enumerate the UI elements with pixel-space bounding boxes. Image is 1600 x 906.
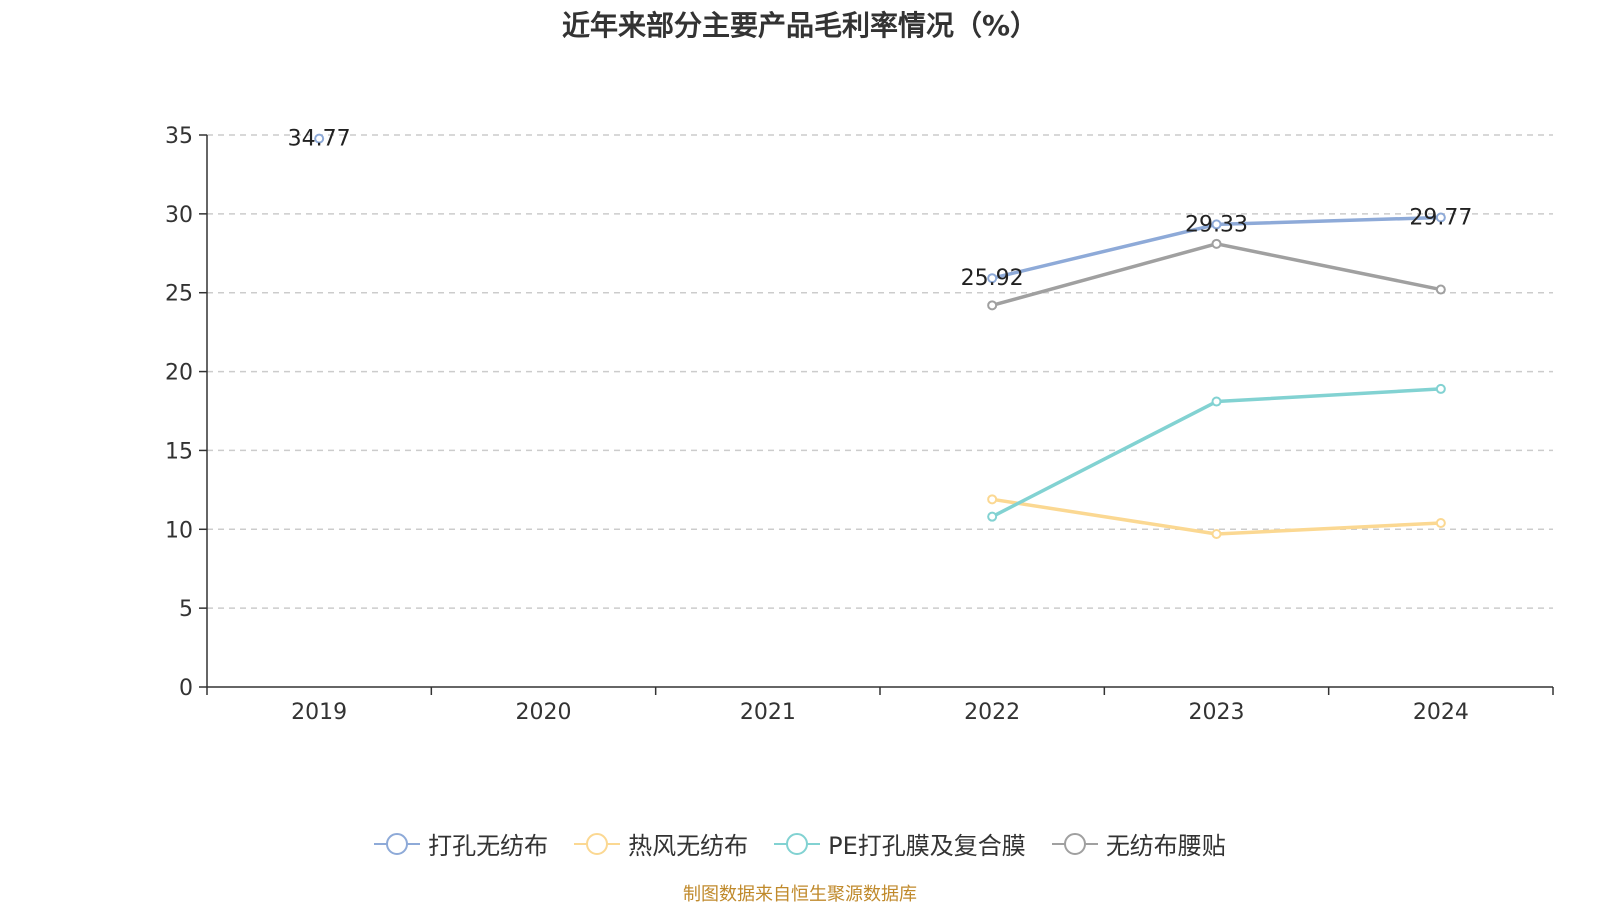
source-note: 制图数据来自恒生聚源数据库: [683, 884, 917, 905]
x-tick-label: 2021: [740, 700, 796, 725]
y-tick-label: 15: [165, 439, 193, 464]
data-label: 29.77: [1409, 205, 1472, 230]
legend: 打孔无纺布 热风无纺布 PE打孔膜及复合膜 无纺布腰贴: [0, 826, 1600, 861]
data-point: [1211, 396, 1222, 407]
legend-marker-icon: [574, 832, 621, 855]
y-tick-label: 0: [179, 676, 193, 701]
x-tick-label: 2020: [516, 700, 572, 725]
data-label: 34.77: [288, 127, 351, 152]
series-line-segment: [1214, 215, 1443, 227]
y-tick-label: 20: [165, 361, 193, 386]
series-lines: [314, 133, 1446, 540]
series-line-segment: [990, 222, 1219, 280]
legend-item[interactable]: 无纺布腰贴: [1051, 826, 1226, 861]
series-line-segment: [1214, 242, 1443, 292]
chart-title: 近年来部分主要产品毛利率情况（%）: [561, 9, 1039, 42]
data-point: [987, 494, 998, 505]
data-point: [1211, 529, 1222, 540]
data-point: [1435, 517, 1446, 528]
legend-label: 无纺布腰贴: [1105, 832, 1226, 860]
legend-item[interactable]: 打孔无纺布: [374, 826, 548, 861]
series-2: [987, 383, 1446, 522]
data-point: [1435, 284, 1446, 295]
series-0: [314, 133, 1446, 284]
series-line-segment: [990, 399, 1219, 519]
series-1: [987, 494, 1446, 540]
data-label: 29.33: [1185, 212, 1248, 237]
x-tick-label: 2019: [291, 700, 347, 725]
legend-marker-icon: [374, 832, 421, 855]
legend-item[interactable]: PE打孔膜及复合膜: [774, 826, 1026, 861]
legend-label: 打孔无纺布: [428, 832, 549, 860]
data-point: [987, 511, 998, 522]
series-line-segment: [990, 242, 1219, 308]
series-line-segment: [990, 497, 1219, 536]
legend-marker-icon: [774, 832, 821, 855]
line-chart: 0 5 10 15 20 25 30 35 2019 2020 2021 2022 2023 2024 3…: [165, 124, 1554, 725]
y-tick-label: 35: [165, 124, 193, 149]
series-3: [987, 238, 1446, 311]
legend-label: PE打孔膜及复合膜: [828, 832, 1026, 860]
axes: 0 5 10 15 20 25 30 35 2019 2020 2021 2022 2023 2024: [165, 124, 1554, 725]
data-point: [1435, 212, 1446, 223]
legend-marker-icon: [1051, 832, 1098, 855]
data-label: 25.92: [961, 266, 1024, 291]
x-tick-label: 2024: [1413, 700, 1469, 725]
data-point: [1211, 219, 1222, 230]
data-point: [1435, 383, 1446, 394]
y-tick-label: 25: [165, 282, 193, 307]
data-point: [987, 300, 998, 311]
legend-item[interactable]: 热风无纺布: [574, 826, 748, 861]
data-point: [1211, 238, 1222, 249]
x-tick-label: 2022: [964, 700, 1020, 725]
gridlines: [207, 134, 1553, 609]
y-tick-label: 30: [165, 203, 193, 228]
y-tick-label: 10: [165, 518, 193, 543]
series-line-segment: [1214, 521, 1443, 536]
x-tick-label: 2023: [1189, 700, 1245, 725]
data-point: [314, 133, 325, 144]
series-line-segment: [1214, 387, 1443, 404]
legend-label: 热风无纺布: [628, 832, 749, 860]
data-point: [987, 273, 998, 284]
data-labels: 34.77 25.92 29.33 29.77: [288, 127, 1473, 292]
y-tick-label: 5: [179, 597, 193, 622]
